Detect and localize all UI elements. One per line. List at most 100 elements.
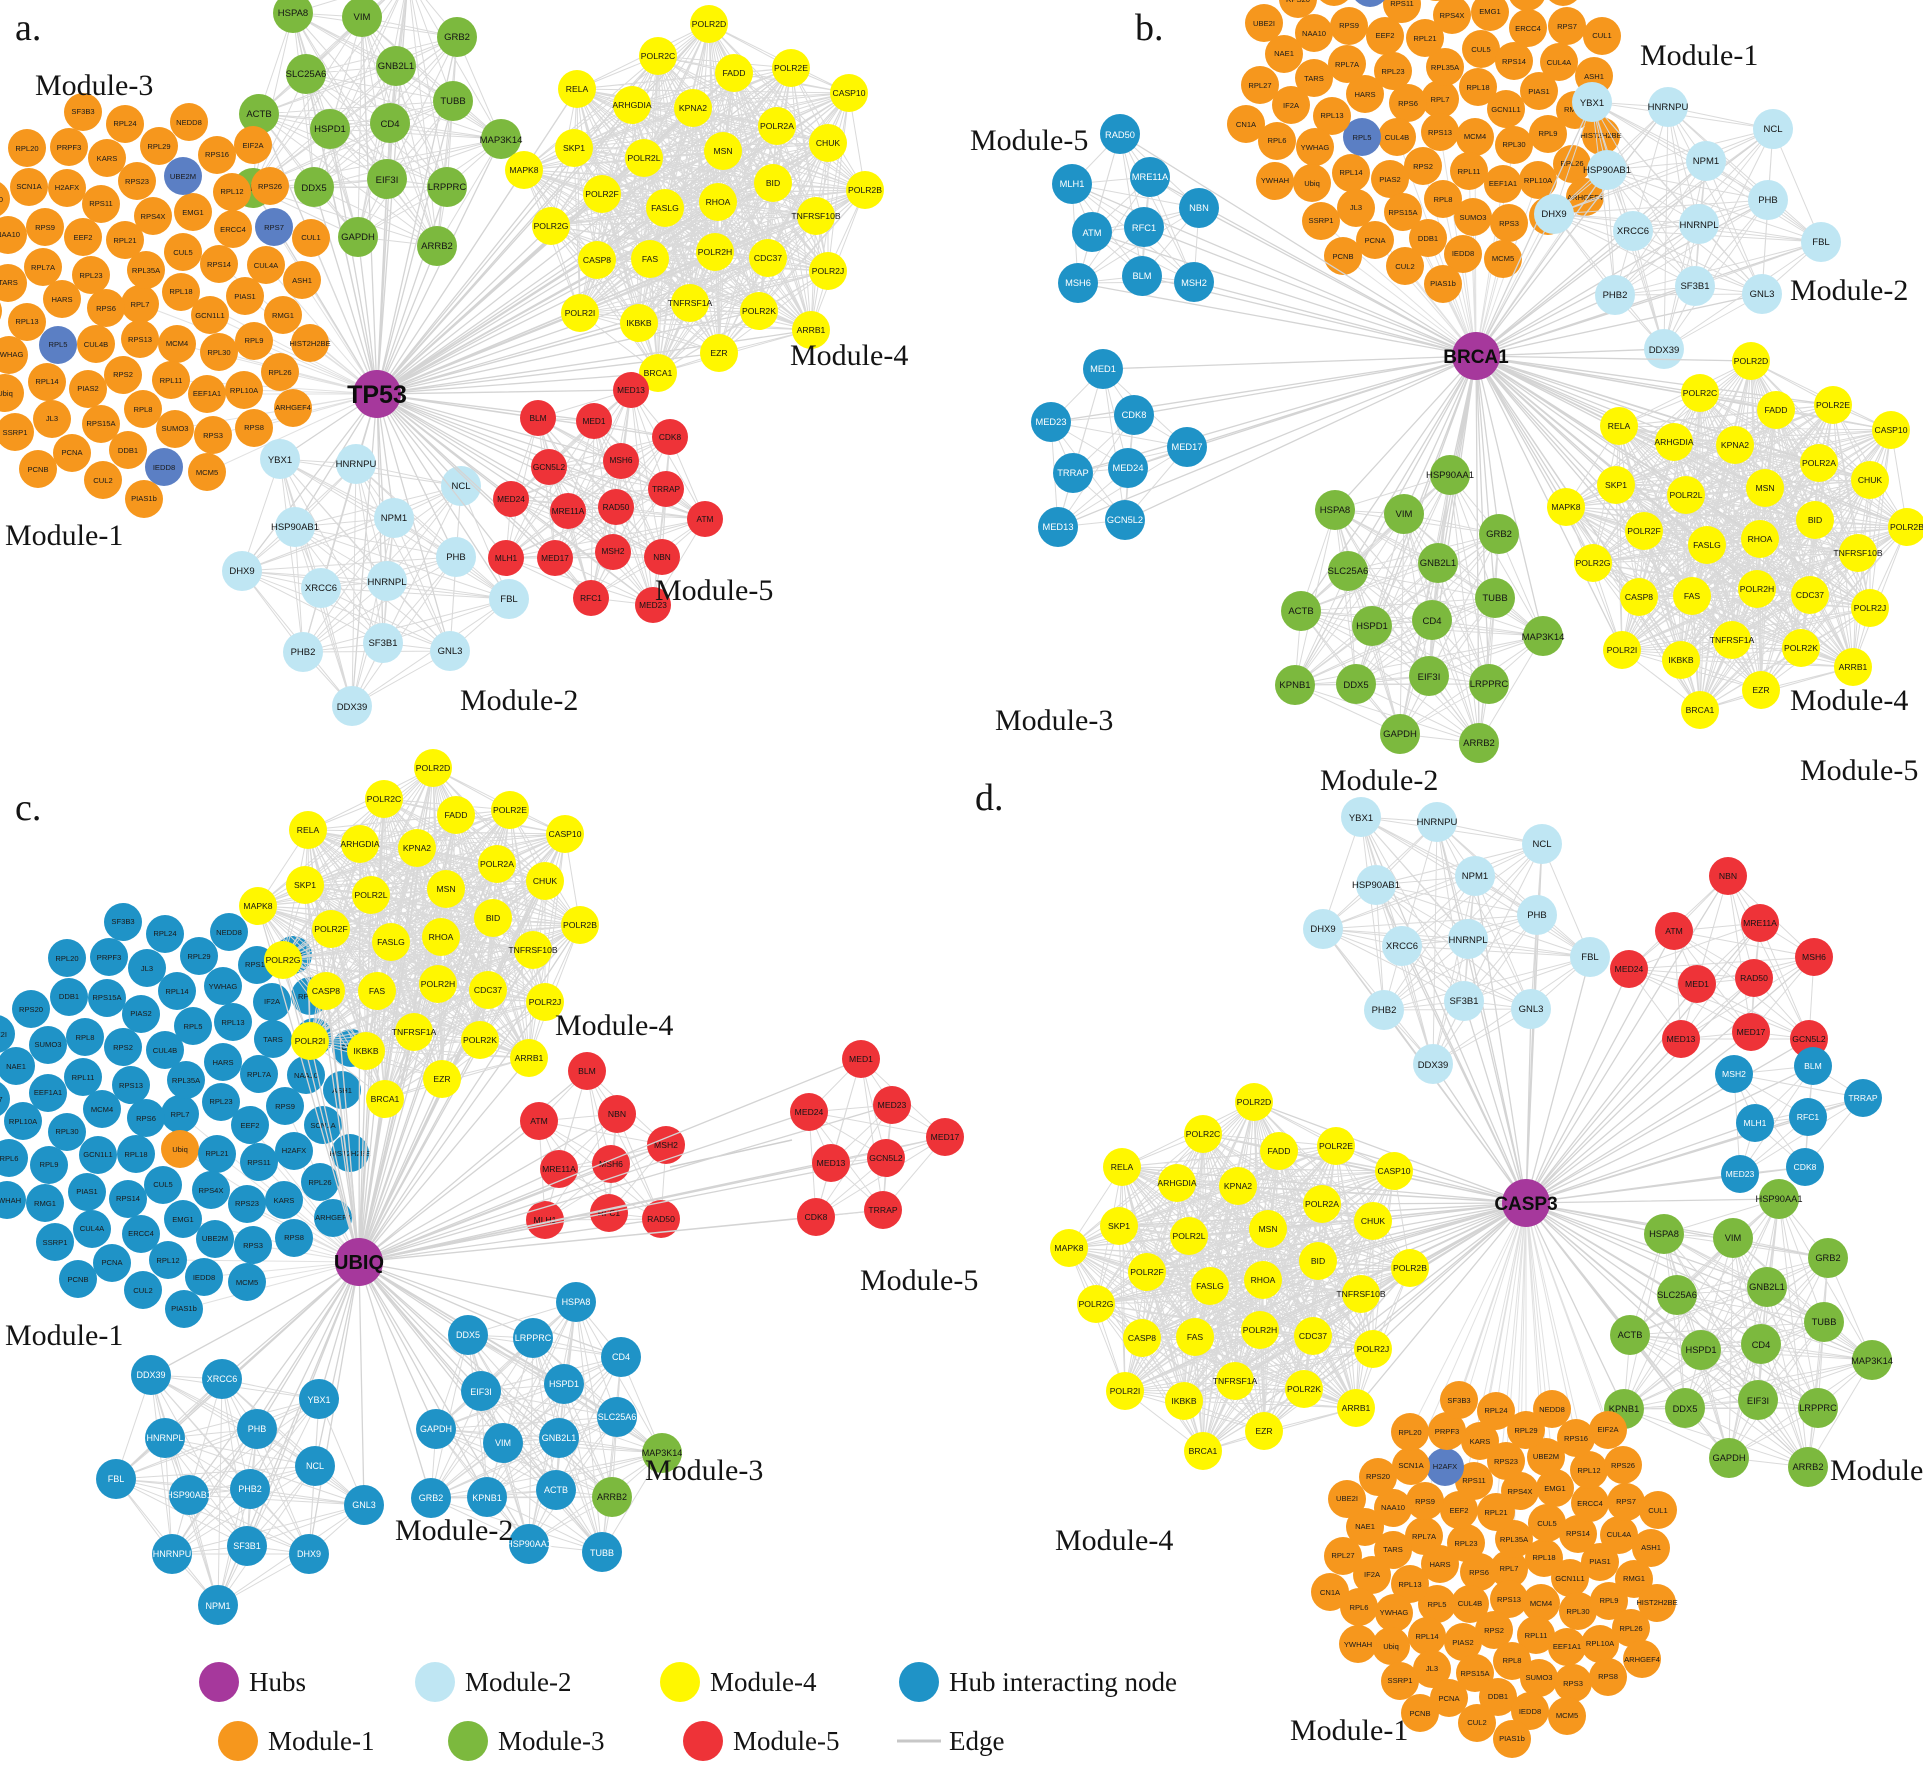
svg-text:HNRNPL: HNRNPL [1679, 220, 1718, 231]
svg-text:PIAS1b: PIAS1b [171, 1304, 197, 1313]
svg-text:BLM: BLM [578, 1066, 596, 1076]
svg-text:GNL3: GNL3 [1750, 289, 1775, 300]
svg-text:RPL18: RPL18 [169, 287, 192, 296]
svg-text:RPL35A: RPL35A [1431, 63, 1460, 72]
svg-text:GNL3: GNL3 [1519, 1004, 1544, 1015]
svg-text:CUL5: CUL5 [153, 1180, 172, 1189]
svg-text:UBE2M: UBE2M [170, 172, 196, 181]
svg-text:POLR2H: POLR2H [421, 979, 455, 989]
svg-text:RPS15A: RPS15A [86, 419, 116, 428]
svg-text:NBN: NBN [1719, 871, 1737, 881]
svg-text:SSRP1: SSRP1 [1388, 1676, 1413, 1685]
svg-text:POLR2K: POLR2K [742, 306, 776, 316]
svg-text:POLR2B: POLR2B [563, 920, 597, 930]
svg-text:RPS26: RPS26 [258, 182, 282, 191]
svg-text:POLR2A: POLR2A [1305, 1199, 1339, 1209]
svg-text:RPL23: RPL23 [1454, 1539, 1477, 1548]
svg-text:RPL30: RPL30 [1502, 140, 1525, 149]
svg-text:RPS11: RPS11 [1390, 0, 1414, 8]
svg-text:CUL1: CUL1 [301, 233, 320, 242]
svg-text:HSPA8: HSPA8 [562, 1297, 591, 1307]
svg-text:RPS2: RPS2 [113, 370, 133, 379]
svg-text:BRCA1: BRCA1 [371, 1094, 400, 1104]
svg-text:HNRNPL: HNRNPL [146, 1433, 183, 1443]
svg-text:MAPK8: MAPK8 [243, 901, 272, 911]
svg-text:RHOA: RHOA [1748, 534, 1773, 544]
svg-text:EMG1: EMG1 [172, 1215, 194, 1224]
svg-text:NBN: NBN [653, 552, 671, 562]
svg-text:RPL13: RPL13 [1320, 111, 1343, 120]
svg-text:IEDD8: IEDD8 [1452, 249, 1474, 258]
svg-text:Module-1: Module-1 [268, 1726, 374, 1756]
svg-text:HARS: HARS [51, 295, 72, 304]
svg-text:GNL3: GNL3 [438, 646, 463, 657]
svg-text:RPS9: RPS9 [1339, 21, 1359, 30]
svg-text:TNFRSF10B: TNFRSF10B [1833, 548, 1882, 558]
svg-text:RPL24: RPL24 [153, 929, 176, 938]
svg-text:ACTB: ACTB [1618, 1330, 1643, 1340]
svg-text:HSPA8: HSPA8 [1320, 505, 1350, 516]
svg-text:ARRB1: ARRB1 [1839, 662, 1868, 672]
svg-text:NAE1: NAE1 [6, 1062, 26, 1071]
svg-text:CASP8: CASP8 [583, 255, 611, 265]
svg-text:PHB: PHB [248, 1424, 267, 1434]
svg-text:POLR2G: POLR2G [1576, 558, 1611, 568]
svg-text:ARHGDIA: ARHGDIA [612, 100, 651, 110]
svg-text:RAD50: RAD50 [1740, 973, 1768, 983]
svg-text:BID: BID [1808, 515, 1822, 525]
svg-text:RPS23: RPS23 [125, 177, 149, 186]
svg-text:RPS2: RPS2 [1413, 162, 1433, 171]
svg-text:CUL2: CUL2 [133, 1286, 152, 1295]
svg-text:MED17: MED17 [541, 553, 569, 563]
svg-text:FADD: FADD [1765, 405, 1788, 415]
svg-text:RPL11: RPL11 [72, 1073, 95, 1082]
svg-text:NEDD8: NEDD8 [216, 928, 242, 937]
svg-text:POLR2L: POLR2L [1670, 490, 1703, 500]
svg-text:FASLG: FASLG [1196, 1281, 1224, 1291]
svg-text:RHOA: RHOA [1251, 1275, 1276, 1285]
svg-text:RPS11: RPS11 [89, 199, 113, 208]
svg-text:RPL11: RPL11 [1525, 1631, 1548, 1640]
svg-text:UBE2I: UBE2I [1336, 1494, 1358, 1503]
svg-text:POLR2G: POLR2G [266, 955, 301, 965]
svg-text:BLM: BLM [1132, 271, 1151, 281]
svg-text:RPL24: RPL24 [113, 119, 136, 128]
svg-text:EMG1: EMG1 [1479, 7, 1501, 16]
svg-text:SF3B1: SF3B1 [1449, 996, 1478, 1007]
svg-text:POLR2F: POLR2F [1627, 526, 1660, 536]
svg-text:CN1A: CN1A [1320, 1588, 1341, 1597]
svg-text:POLR2H: POLR2H [1740, 584, 1774, 594]
svg-text:POLR2C: POLR2C [641, 51, 675, 61]
svg-text:MSN: MSN [1258, 1224, 1277, 1234]
svg-text:SKP1: SKP1 [1108, 1221, 1130, 1231]
svg-text:RPL8: RPL8 [76, 1033, 95, 1042]
svg-text:RPL18: RPL18 [1532, 1553, 1555, 1562]
svg-text:MED24: MED24 [1615, 964, 1644, 974]
svg-text:PCNA: PCNA [1438, 1694, 1460, 1703]
svg-text:MED13: MED13 [817, 1158, 846, 1168]
svg-text:DDB1: DDB1 [59, 992, 79, 1001]
svg-text:DDX39: DDX39 [136, 1370, 165, 1380]
svg-text:PCNB: PCNB [1332, 252, 1353, 261]
svg-text:RELA: RELA [297, 825, 320, 835]
svg-text:PIAS1b: PIAS1b [1430, 279, 1456, 288]
svg-text:RPL29: RPL29 [147, 142, 170, 151]
svg-text:CUL1: CUL1 [1648, 1506, 1667, 1515]
svg-text:RPL14: RPL14 [35, 377, 58, 386]
svg-text:MED1: MED1 [1090, 364, 1116, 374]
svg-text:RPS16: RPS16 [205, 150, 229, 159]
svg-text:CHUK: CHUK [1858, 475, 1883, 485]
svg-text:Module-4: Module-4 [1055, 1524, 1173, 1557]
svg-text:VIM: VIM [1396, 509, 1413, 520]
svg-text:MED1: MED1 [1685, 979, 1709, 989]
svg-text:RPS20: RPS20 [1366, 1472, 1390, 1481]
svg-text:DHX9: DHX9 [1310, 924, 1335, 935]
svg-text:TARS: TARS [1304, 74, 1324, 83]
svg-text:RPL7: RPL7 [1431, 95, 1450, 104]
svg-text:CDC37: CDC37 [474, 985, 502, 995]
svg-text:RPS13: RPS13 [1497, 1595, 1521, 1604]
svg-text:POLR2E: POLR2E [493, 805, 527, 815]
svg-text:RPS4X: RPS4X [141, 212, 166, 221]
svg-text:IKBKB: IKBKB [353, 1046, 379, 1056]
svg-text:PIAS1: PIAS1 [1528, 87, 1550, 96]
